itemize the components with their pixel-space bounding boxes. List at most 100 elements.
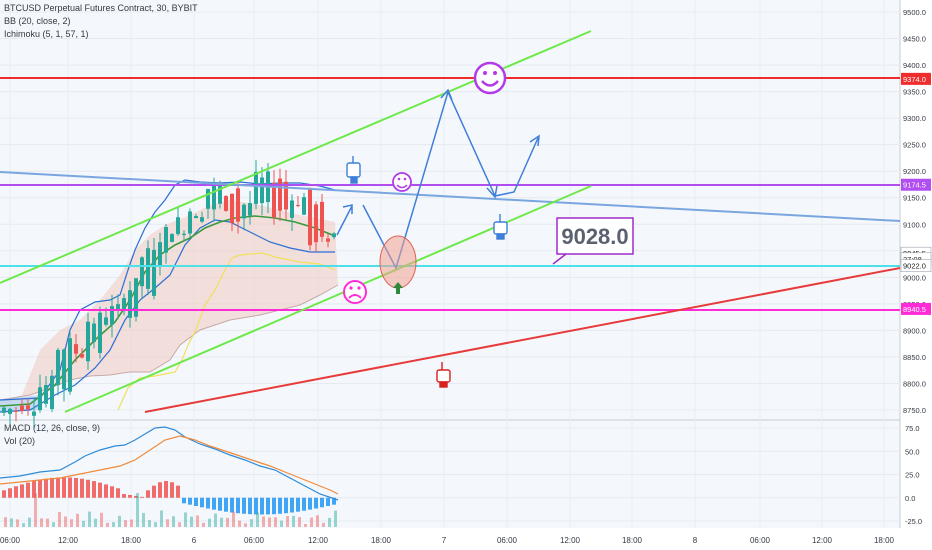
candle-body[interactable] [38, 387, 42, 411]
candle-body[interactable] [176, 217, 180, 235]
candle-body[interactable] [332, 233, 336, 238]
candle-body[interactable] [200, 217, 204, 222]
descending-trend-line[interactable] [0, 171, 901, 222]
candle-body[interactable] [50, 375, 54, 410]
candle-body[interactable] [80, 354, 84, 358]
volume-bar [10, 518, 13, 527]
candle-body[interactable] [272, 183, 276, 218]
candle-body[interactable] [116, 304, 120, 311]
volume-bar [304, 523, 307, 527]
candle-body[interactable] [20, 405, 24, 412]
time-axis[interactable] [0, 528, 932, 550]
candle-body[interactable] [2, 407, 6, 413]
candle-body[interactable] [242, 204, 246, 219]
macd-hist-bar [104, 484, 108, 498]
rising-red-trend-line[interactable] [144, 267, 901, 413]
candle-body[interactable] [296, 204, 300, 206]
candle-body[interactable] [86, 321, 90, 362]
pointing-hand-icon-blue-right [493, 214, 508, 240]
time-tick-label: 06:00 [244, 536, 265, 545]
candle-body[interactable] [230, 193, 234, 224]
candle-body[interactable] [104, 317, 108, 325]
candle-body[interactable] [236, 188, 240, 222]
candle-body[interactable] [314, 204, 318, 243]
happy-face-icon-small [392, 172, 412, 192]
reversal-zone-ellipse[interactable] [379, 235, 417, 289]
sad-face-icon [343, 280, 367, 304]
candle-body[interactable] [320, 201, 324, 237]
candle-body[interactable] [92, 323, 96, 342]
price-badge-label: 27:08 [903, 255, 922, 264]
volume-bar [160, 510, 163, 527]
macd-hist-bar [230, 497, 234, 513]
time-tick-label: 06:00 [750, 536, 771, 545]
candle-body[interactable] [8, 408, 12, 414]
candle-body[interactable] [158, 242, 162, 267]
price-callout[interactable]: 9028.0 [552, 217, 634, 265]
candle-body[interactable] [278, 178, 282, 211]
candle-body[interactable] [14, 410, 18, 412]
candle-body[interactable] [188, 211, 192, 234]
candle-body[interactable] [170, 234, 174, 242]
candle-body[interactable] [98, 312, 102, 353]
candle-body[interactable] [32, 411, 36, 416]
macd-histogram [2, 477, 336, 515]
candle-body[interactable] [248, 203, 252, 216]
time-tick-label: 7 [442, 536, 447, 545]
candle-body[interactable] [212, 182, 216, 210]
macd-hist-bar [98, 482, 102, 498]
candle-body[interactable] [182, 233, 186, 236]
up-arrow-icon [393, 282, 403, 294]
candle-body[interactable] [308, 187, 312, 246]
price-badge-label: 9022.0 [903, 262, 926, 271]
volume-bar [268, 517, 271, 527]
macd-hist-bar [80, 478, 84, 498]
candle-body[interactable] [326, 238, 330, 242]
volume-bar [22, 523, 25, 527]
candle-body[interactable] [152, 249, 156, 296]
candle-body[interactable] [26, 405, 30, 410]
volume-bar [16, 519, 19, 527]
candle-body[interactable] [74, 344, 78, 354]
time-tick-label: 06:00 [497, 536, 518, 545]
bb-legend: BB (20, close, 2) [4, 16, 71, 26]
candle-body[interactable] [224, 196, 228, 211]
time-tick-label: 12:00 [560, 536, 581, 545]
candle-body[interactable] [68, 338, 72, 392]
volume-bar [178, 522, 181, 527]
candle-body[interactable] [110, 306, 114, 325]
candle-body[interactable] [164, 227, 168, 253]
time-tick-label: 18:00 [371, 536, 392, 545]
candle-body[interactable] [290, 200, 294, 218]
ichimoku-legend: Ichimoku (5, 1, 57, 1) [4, 29, 89, 39]
price-badge-label: 9374.0 [903, 75, 926, 84]
time-tick-label: 18:00 [874, 536, 895, 545]
candle-body[interactable] [62, 349, 66, 390]
candle-body[interactable] [284, 181, 288, 210]
time-tick-label: 06:00 [0, 536, 21, 545]
candle-body[interactable] [260, 177, 264, 204]
price-badge-label: 8940.5 [903, 305, 926, 314]
candle-body[interactable] [128, 290, 132, 318]
candle-body[interactable] [194, 216, 198, 219]
candle-body[interactable] [206, 188, 210, 209]
price-tick-label: 9150.0 [903, 194, 926, 203]
candle-body[interactable] [302, 197, 306, 215]
volume-bar [262, 516, 265, 527]
candle-body[interactable] [122, 298, 126, 311]
volume-bar [76, 513, 79, 527]
volume-bar [196, 515, 199, 527]
candle-body[interactable] [44, 385, 48, 404]
macd-hist-bar [68, 477, 72, 498]
candle-body[interactable] [218, 184, 222, 204]
price-tick-label: 9250.0 [903, 141, 926, 150]
candle-body[interactable] [134, 278, 138, 317]
candle-body[interactable] [56, 349, 60, 386]
candle-body[interactable] [254, 171, 258, 204]
candle-body[interactable] [146, 248, 150, 289]
volume-bar [112, 522, 115, 527]
price-tick-label: 8850.0 [903, 353, 926, 362]
candle-body[interactable] [140, 257, 144, 287]
price-badge-label: 9174.5 [903, 181, 926, 190]
